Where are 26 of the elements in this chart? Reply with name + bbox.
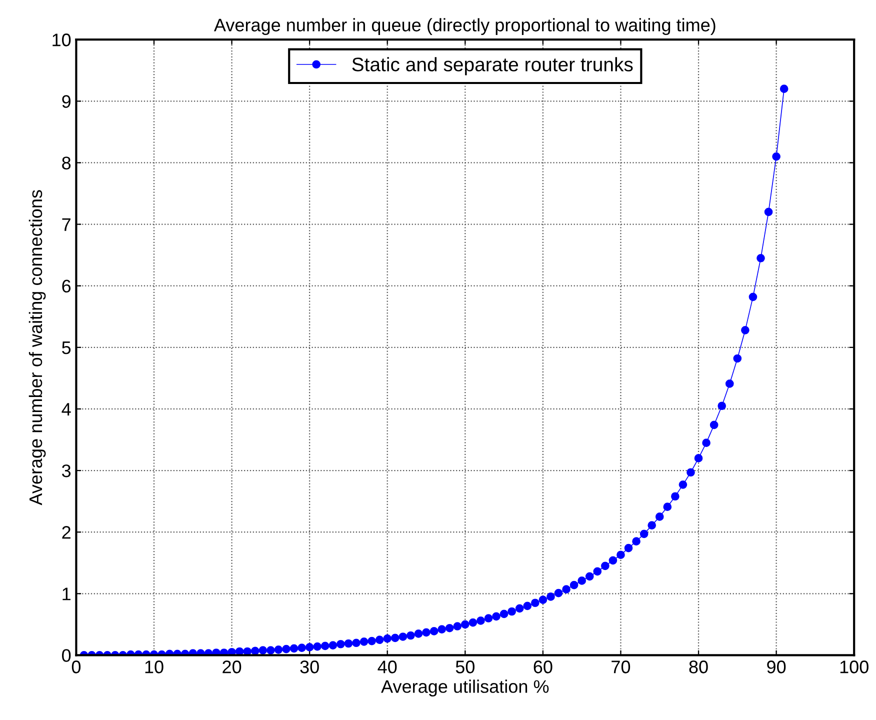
y-tick-label: 9: [62, 95, 70, 108]
chart-title: Average number in queue (directly proportional to waiting time): [214, 18, 716, 36]
y-tick-label: 4: [62, 403, 71, 416]
x-tick-label: 60: [534, 660, 552, 674]
x-tick-label: 10: [145, 660, 164, 674]
x-tick-label: 30: [300, 660, 319, 674]
x-tick-label: 0: [72, 660, 81, 674]
y-tick-label: 3: [62, 464, 71, 478]
y-axis-title: Average number of waiting connections: [28, 190, 46, 506]
legend-label: Static and separate router trunks: [352, 57, 633, 76]
x-tick-label: 100: [840, 660, 868, 674]
y-tick-label: 1: [62, 588, 70, 600]
y-tick-label: 8: [62, 156, 71, 170]
x-tick-label: 90: [767, 660, 786, 674]
x-tick-label: 40: [378, 660, 397, 674]
y-tick-label: 10: [52, 34, 71, 46]
x-tick-label: 80: [689, 660, 708, 674]
x-axis-title: Average utilisation %: [381, 680, 549, 696]
x-tick-label: 70: [612, 660, 630, 674]
x-tick-label: 20: [222, 660, 242, 674]
x-tick-label: 50: [456, 660, 474, 674]
y-tick-label: 5: [62, 342, 71, 354]
y-tick-label: 0: [62, 649, 71, 662]
y-tick-label: 7: [62, 218, 70, 231]
y-tick-label: 2: [62, 526, 70, 539]
y-tick-label: 6: [62, 280, 71, 293]
